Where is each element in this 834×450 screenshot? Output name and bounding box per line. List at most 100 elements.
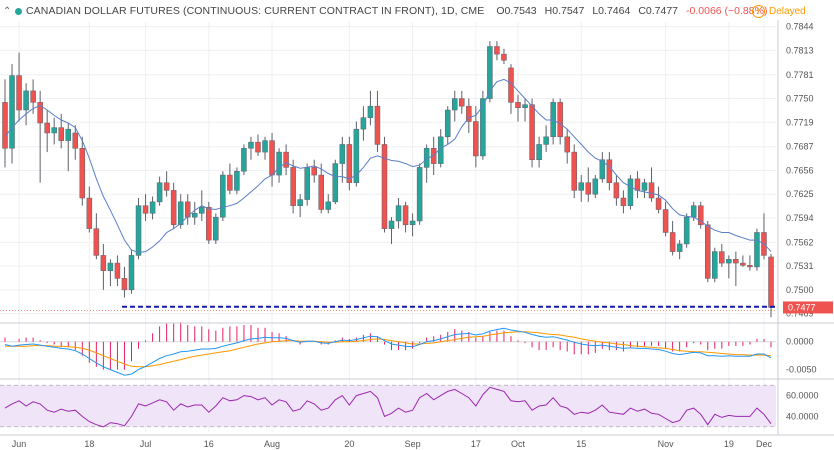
collapse-chevron-icon[interactable]: ⌃ xyxy=(3,5,12,17)
candle-body[interactable] xyxy=(184,201,191,218)
candle-body[interactable] xyxy=(585,182,592,195)
candle-body[interactable] xyxy=(16,75,22,111)
candle-body[interactable] xyxy=(93,228,100,256)
candle-body[interactable] xyxy=(444,109,451,138)
candle-body[interactable] xyxy=(690,205,697,218)
candle-body[interactable] xyxy=(388,220,395,229)
candle-body[interactable] xyxy=(318,174,324,210)
candle-body[interactable] xyxy=(747,265,753,268)
candle-body[interactable] xyxy=(430,148,437,164)
candle-body[interactable] xyxy=(768,256,774,308)
candle-body[interactable] xyxy=(648,182,655,199)
candle-body[interactable] xyxy=(733,258,739,264)
rsi-line[interactable] xyxy=(4,386,772,428)
candle-body[interactable] xyxy=(613,182,620,199)
candle-body[interactable] xyxy=(346,144,353,183)
candle-body[interactable] xyxy=(23,90,29,111)
candle-body[interactable] xyxy=(754,232,760,268)
candle-body[interactable] xyxy=(683,216,690,245)
candle-body[interactable] xyxy=(269,140,275,176)
candle-body[interactable] xyxy=(220,174,226,218)
candle-body[interactable] xyxy=(248,141,254,149)
candle-body[interactable] xyxy=(142,205,149,214)
delayed-badge[interactable]: ! Delayed xyxy=(752,3,806,19)
candle-body[interactable] xyxy=(353,128,360,183)
candle-body[interactable] xyxy=(149,201,156,214)
candle-body[interactable] xyxy=(297,199,303,206)
candle-body[interactable] xyxy=(409,220,416,226)
candle-body[interactable] xyxy=(9,75,15,149)
candle-body[interactable] xyxy=(676,243,683,252)
candle-body[interactable] xyxy=(712,251,718,279)
macd-panel[interactable] xyxy=(0,322,776,376)
candle-body[interactable] xyxy=(107,262,114,271)
candle-body[interactable] xyxy=(395,205,402,222)
candle-body[interactable] xyxy=(304,167,310,200)
candle-body[interactable] xyxy=(213,216,219,241)
candle-body[interactable] xyxy=(374,105,381,145)
candle-body[interactable] xyxy=(262,140,268,153)
candle-body[interactable] xyxy=(276,151,282,176)
candle-body[interactable] xyxy=(627,178,634,206)
candle-body[interactable] xyxy=(501,53,507,61)
candle-body[interactable] xyxy=(599,159,606,180)
candle-body[interactable] xyxy=(128,255,135,291)
candle-body[interactable] xyxy=(206,206,212,241)
candle-body[interactable] xyxy=(494,46,500,55)
candle-body[interactable] xyxy=(79,148,86,199)
candle-body[interactable] xyxy=(2,102,8,149)
candle-body[interactable] xyxy=(557,102,563,138)
candle-body[interactable] xyxy=(620,197,627,206)
candle-body[interactable] xyxy=(522,104,528,108)
candle-body[interactable] xyxy=(536,144,542,161)
candle-body[interactable] xyxy=(114,262,121,279)
candle-body[interactable] xyxy=(135,205,142,256)
rsi-panel[interactable] xyxy=(0,384,776,428)
candle-body[interactable] xyxy=(65,128,71,141)
candle-body[interactable] xyxy=(402,205,409,226)
candle-body[interactable] xyxy=(170,190,177,226)
macd-line[interactable] xyxy=(4,327,772,376)
candle-body[interactable] xyxy=(227,174,233,191)
candle-body[interactable] xyxy=(367,105,374,118)
candle-body[interactable] xyxy=(515,102,521,108)
candle-body[interactable] xyxy=(459,98,465,107)
candle-body[interactable] xyxy=(452,98,458,111)
candle-body[interactable] xyxy=(571,151,577,191)
candle-body[interactable] xyxy=(199,206,205,214)
candle-body[interactable] xyxy=(290,167,296,206)
candle-body[interactable] xyxy=(37,102,43,124)
candle-body[interactable] xyxy=(325,201,332,210)
candle-body[interactable] xyxy=(177,201,184,226)
candle-body[interactable] xyxy=(740,262,746,266)
candle-body[interactable] xyxy=(543,136,549,145)
candle-body[interactable] xyxy=(473,121,479,157)
candle-body[interactable] xyxy=(58,127,64,141)
candle-body[interactable] xyxy=(697,205,704,226)
candle-body[interactable] xyxy=(578,182,585,191)
candle-body[interactable] xyxy=(360,117,367,130)
candle-body[interactable] xyxy=(606,159,613,183)
candle-body[interactable] xyxy=(508,67,514,103)
candle-body[interactable] xyxy=(191,213,198,218)
candle-body[interactable] xyxy=(705,224,711,279)
candle-body[interactable] xyxy=(416,167,423,222)
candle-body[interactable] xyxy=(466,105,472,122)
candle-body[interactable] xyxy=(662,209,669,233)
candle-body[interactable] xyxy=(529,104,535,161)
candle-body[interactable] xyxy=(283,151,289,168)
candle-body[interactable] xyxy=(564,136,570,153)
candle-body[interactable] xyxy=(641,182,648,191)
candle-body[interactable] xyxy=(719,251,725,264)
candle-body[interactable] xyxy=(339,144,346,164)
candle-body[interactable] xyxy=(234,170,240,191)
candle-body[interactable] xyxy=(86,197,93,229)
moving-average-line[interactable] xyxy=(4,78,772,253)
candle-body[interactable] xyxy=(655,197,662,210)
candle-body[interactable] xyxy=(669,232,676,252)
candle-body[interactable] xyxy=(241,148,247,172)
candle-body[interactable] xyxy=(487,46,493,99)
candle-body[interactable] xyxy=(332,163,339,203)
candle-body[interactable] xyxy=(163,182,170,191)
candle-body[interactable] xyxy=(44,122,50,134)
